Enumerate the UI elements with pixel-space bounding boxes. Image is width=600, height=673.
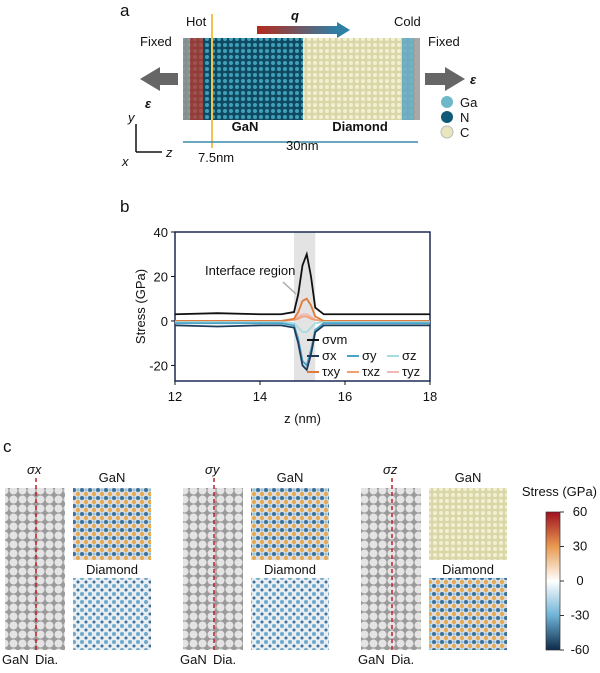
q-arrow [257, 26, 337, 34]
colorbar-tick-label: -30 [571, 608, 590, 623]
x-tick-label: 14 [253, 389, 267, 404]
legend-label: σvm [322, 332, 347, 347]
series-line [175, 322, 430, 368]
annotation-arrow [282, 281, 297, 295]
diamond-view [73, 578, 151, 650]
panel-label: c [3, 437, 12, 456]
y-tick-label: -20 [149, 358, 168, 373]
diamond-label: Diamond [442, 562, 494, 577]
legend-label: C [460, 125, 469, 140]
strain-arrow [140, 67, 178, 91]
y-tick-label: 20 [154, 269, 168, 284]
legend-label: τxy [322, 364, 341, 379]
gan-view [251, 488, 329, 560]
strain-label: ε [145, 96, 152, 111]
gan-label: GaN [99, 470, 126, 485]
length-label: 30nm [286, 138, 319, 153]
y-tick-label: 40 [154, 225, 168, 240]
side-label: Dia. [391, 652, 414, 667]
legend-marker [441, 96, 453, 108]
cold-label: Cold [394, 14, 421, 29]
hot-label: Hot [186, 14, 207, 29]
fixed-region [183, 38, 190, 120]
fixed-label: Fixed [140, 34, 172, 49]
panel-label: b [120, 197, 129, 216]
legend-label: Ga [460, 95, 478, 110]
axis-y: y [127, 110, 136, 125]
diamond-view [429, 578, 507, 650]
fixed-region [414, 38, 420, 120]
y-axis-label: Stress (GPa) [133, 269, 148, 344]
plot-frame [174, 231, 431, 382]
axis-z: z [165, 145, 173, 160]
panel-b: b -20 0 20 40 12 14 16 18 z (nm) Stress (GPa) Inte… [120, 197, 437, 426]
strain-label: ε [470, 72, 477, 87]
diamond-label: Diamond [86, 562, 138, 577]
gan-label: GaN [455, 470, 482, 485]
x-axis-label: z (nm) [284, 411, 321, 426]
legend-label: σz [402, 348, 417, 363]
panel-label: a [120, 1, 130, 20]
legend-marker [441, 111, 453, 123]
diamond-block [303, 38, 415, 120]
colorbar-tick-label: -60 [571, 642, 590, 657]
x-tick-label: 16 [338, 389, 352, 404]
legend-label: N [460, 110, 469, 125]
gan-label: GaN [232, 119, 259, 134]
panel-a: a q Hot Cold Fixed Fixed ε ε Ga N C GaN … [120, 1, 478, 169]
legend-label: τxz [362, 364, 380, 379]
legend-label: σx [322, 348, 337, 363]
colorbar-tick-label: 0 [576, 573, 583, 588]
gan-view [73, 488, 151, 560]
fixed-label: Fixed [428, 34, 460, 49]
x-tick-label: 18 [423, 389, 437, 404]
series-line [175, 321, 430, 333]
colorbar [545, 511, 561, 651]
side-label: GaN [2, 652, 29, 667]
x-tick-label: 12 [168, 389, 182, 404]
side-label: GaN [180, 652, 207, 667]
hot-region [190, 38, 203, 120]
hot-position: 7.5nm [198, 150, 234, 165]
series-line [174, 324, 430, 372]
legend-marker [440, 125, 454, 139]
q-arrowhead [337, 22, 350, 38]
side-label: Dia. [35, 652, 58, 667]
stress-symbol: σy [205, 462, 221, 477]
side-view [183, 488, 243, 650]
diamond-label: Diamond [264, 562, 316, 577]
side-view [361, 488, 421, 650]
stress-symbol: σx [27, 462, 42, 477]
gan-view [429, 488, 507, 560]
colorbar-tick-label: 30 [573, 539, 587, 554]
panel-c: c σx GaN Dia. GaN Diamond σy GaN Dia. GaN Diamond… [2, 437, 597, 667]
side-label: Dia. [213, 652, 236, 667]
y-tick-label: 0 [161, 314, 168, 329]
colorbar-tick-label: 60 [573, 504, 587, 519]
series-line [175, 297, 430, 322]
diamond-view [251, 578, 329, 650]
series-line [174, 250, 430, 316]
annotation: Interface region [205, 263, 295, 278]
side-view [5, 488, 65, 650]
colorbar-title: Stress (GPa) [522, 484, 597, 499]
stress-symbol: σz [383, 462, 398, 477]
axis-x: x [121, 154, 129, 169]
q-label: q [291, 8, 299, 23]
strain-arrow [425, 67, 465, 91]
diamond-label: Diamond [332, 119, 388, 134]
legend-label: σy [362, 348, 377, 363]
legend-label: τyz [402, 364, 420, 379]
cold-region [402, 38, 414, 120]
side-label: GaN [358, 652, 385, 667]
gan-label: GaN [277, 470, 304, 485]
